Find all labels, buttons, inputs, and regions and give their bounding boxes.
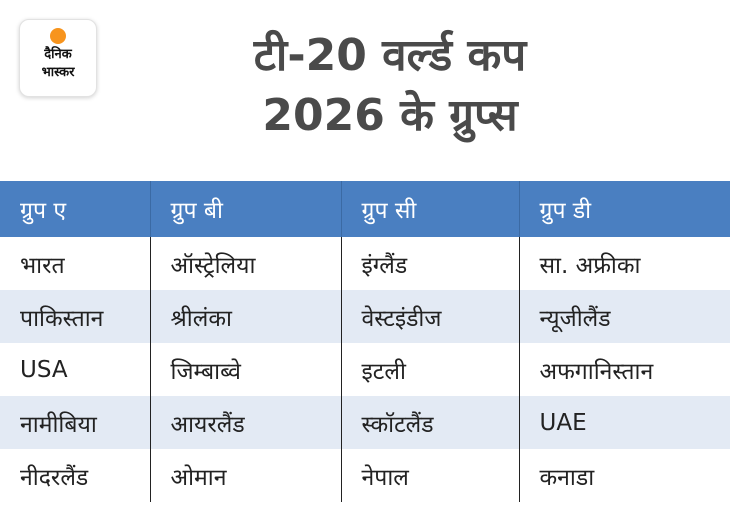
table-header-row: ग्रुप ए ग्रुप बी ग्रुप सी ग्रुप डी [0, 181, 730, 237]
table-cell: इटली [341, 343, 520, 396]
table-cell: ऑस्ट्रेलिया [150, 237, 342, 290]
header-group-b: ग्रुप बी [150, 181, 342, 237]
table-cell: USA [0, 343, 151, 396]
table-cell: नीदरलैंड [0, 449, 151, 502]
table-cell: आयरलैंड [150, 396, 342, 449]
logo-text-line2: भास्कर [41, 65, 75, 80]
header-group-d: ग्रुप डी [519, 181, 730, 237]
sun-icon [50, 28, 66, 44]
table-cell: पाकिस्तान [0, 290, 151, 343]
table-cell: कनाडा [539, 464, 595, 491]
table-cell: वेस्टइंडीज [341, 290, 520, 343]
logo-text-line1: दैनिक [44, 47, 72, 62]
dainik-bhaskar-logo: दैनिक भास्कर [19, 19, 97, 97]
table-row: भारत ऑस्ट्रेलिया इंग्लैंड सा. अफ्रीका [0, 237, 730, 290]
table-cell: UAE [519, 396, 730, 449]
table-cell: नेपाल [341, 449, 520, 502]
header-group-c: ग्रुप सी [341, 181, 520, 237]
table-row: नामीबिया आयरलैंड स्कॉटलैंड UAE [0, 396, 730, 449]
table-cell: न्यूजीलैंड [519, 290, 730, 343]
groups-table: ग्रुप ए ग्रुप बी ग्रुप सी ग्रुप डी भारत … [0, 181, 730, 502]
header-group-a: ग्रुप ए [0, 181, 151, 237]
table-cell: स्कॉटलैंड [341, 396, 520, 449]
table-cell: ओमान [150, 449, 342, 502]
table-cell: इंग्लैंड [341, 237, 520, 290]
table-cell: सा. अफ्रीका [539, 252, 641, 279]
title-line2: 2026 के ग्रुप्स [262, 90, 518, 141]
table-cell: जिम्बाब्वे [150, 343, 342, 396]
title-line1: टी-20 वर्ल्ड कप [253, 30, 527, 81]
table-row: नीदरलैंड ओमान नेपाल कनाडा [0, 449, 730, 502]
table-row: USA जिम्बाब्वे इटली अफगानिस्तान [0, 343, 730, 396]
page-title: टी-20 वर्ल्ड कप 2026 के ग्रुप्स [140, 26, 640, 146]
table-cell: अफगानिस्तान [539, 358, 654, 385]
table-cell: भारत [0, 237, 151, 290]
table-cell: श्रीलंका [150, 290, 342, 343]
table-cell: नामीबिया [0, 396, 151, 449]
table-row: पाकिस्तान श्रीलंका वेस्टइंडीज न्यूजीलैंड [0, 290, 730, 343]
